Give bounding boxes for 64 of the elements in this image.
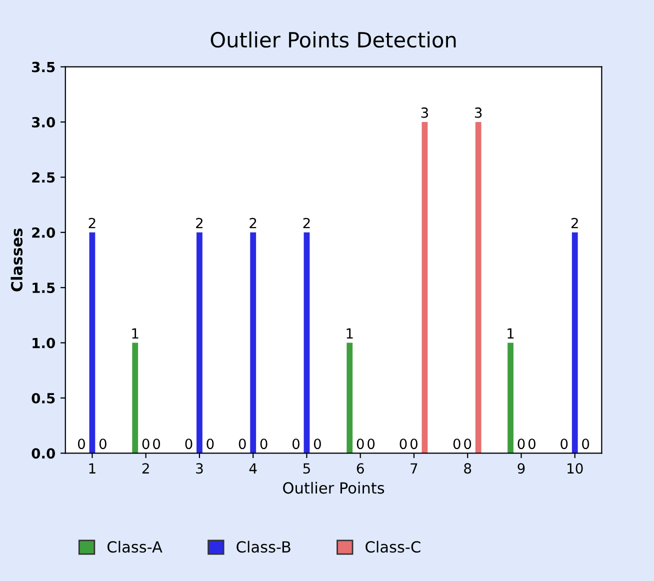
data-label: 1	[132, 328, 138, 339]
bar	[304, 232, 310, 454]
bar	[89, 232, 96, 454]
data-label: 0	[518, 438, 525, 450]
x-tick-label: 9	[518, 463, 525, 474]
y-tick-label: 3.5	[32, 62, 55, 72]
y-tick-label: 2.0	[32, 227, 56, 238]
x-tick-label: 5	[303, 463, 310, 474]
data-label: 0	[142, 438, 150, 450]
legend-label: Class-B	[236, 540, 290, 553]
data-label: 0	[400, 438, 407, 450]
data-label: 0	[99, 438, 106, 450]
x-tick-label: 3	[196, 463, 203, 474]
data-label: 3	[421, 107, 428, 118]
y-tick-label: 1.0	[32, 338, 56, 348]
data-label: 2	[250, 218, 256, 228]
data-label: 0	[582, 438, 590, 450]
data-label: 0	[292, 438, 300, 450]
data-label: 1	[508, 328, 514, 339]
data-label: 2	[88, 218, 96, 228]
y-tick-label: 3.0	[32, 116, 56, 128]
x-tick-label: 1	[89, 463, 96, 474]
x-tick-label: 7	[410, 463, 418, 474]
bar	[250, 232, 256, 454]
x-axis-title: Outlier Points	[283, 482, 384, 494]
data-label: 0	[453, 438, 460, 450]
data-label: 0	[206, 438, 214, 450]
bar	[346, 342, 353, 454]
data-label: 0	[260, 438, 268, 450]
y-tick-label: 0.0	[32, 448, 56, 459]
data-label: 0	[410, 438, 418, 450]
data-label: 0	[153, 438, 160, 450]
legend-label: Class-C	[366, 540, 420, 553]
data-label: 0	[314, 438, 321, 450]
data-label: 0	[78, 438, 85, 450]
y-tick-label: 1.5	[32, 282, 55, 294]
y-tick-label: 2.5	[32, 172, 55, 183]
x-tick-label: 2	[142, 463, 149, 474]
x-tick-label: 10	[568, 463, 583, 474]
y-tick-label: 0.5	[32, 392, 55, 404]
data-label: 0	[464, 438, 472, 450]
bar	[572, 232, 578, 454]
data-label: 0	[185, 438, 192, 450]
data-label: 0	[560, 438, 568, 450]
bar	[196, 232, 202, 454]
data-label: 0	[356, 438, 364, 450]
y-axis-title: Classes	[10, 228, 23, 292]
data-label: 3	[474, 107, 482, 118]
bar	[422, 122, 428, 454]
data-label: 2	[196, 218, 202, 228]
bar	[508, 342, 514, 454]
data-label: 0	[528, 438, 536, 450]
x-tick-label: 4	[249, 463, 257, 474]
data-label: 1	[346, 328, 353, 339]
data-label: 0	[238, 438, 246, 450]
data-label: 2	[571, 218, 578, 228]
bar	[475, 122, 482, 454]
bar	[132, 342, 138, 454]
x-tick-label: 8	[464, 463, 472, 474]
x-tick-label: 6	[356, 463, 364, 474]
legend-label: Class-A	[108, 540, 162, 553]
data-label: 0	[368, 438, 375, 450]
data-label: 2	[303, 218, 310, 228]
chart-title: Outlier Points Detection	[210, 32, 456, 48]
